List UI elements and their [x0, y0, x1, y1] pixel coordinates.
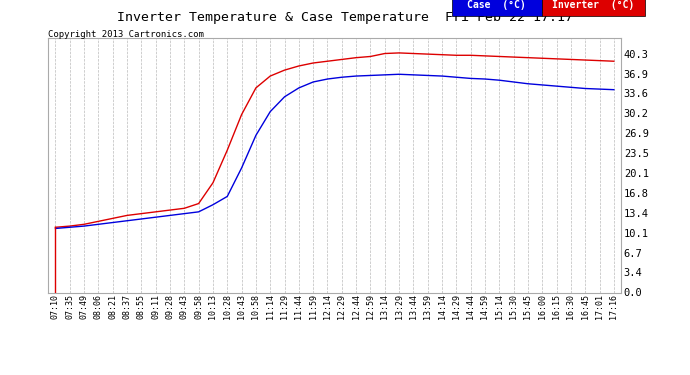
Text: Case  (°C): Case (°C): [467, 0, 526, 9]
Text: Copyright 2013 Cartronics.com: Copyright 2013 Cartronics.com: [48, 30, 204, 39]
Text: Inverter Temperature & Case Temperature  Fri Feb 22 17:17: Inverter Temperature & Case Temperature …: [117, 11, 573, 24]
Text: Inverter  (°C): Inverter (°C): [552, 0, 635, 9]
